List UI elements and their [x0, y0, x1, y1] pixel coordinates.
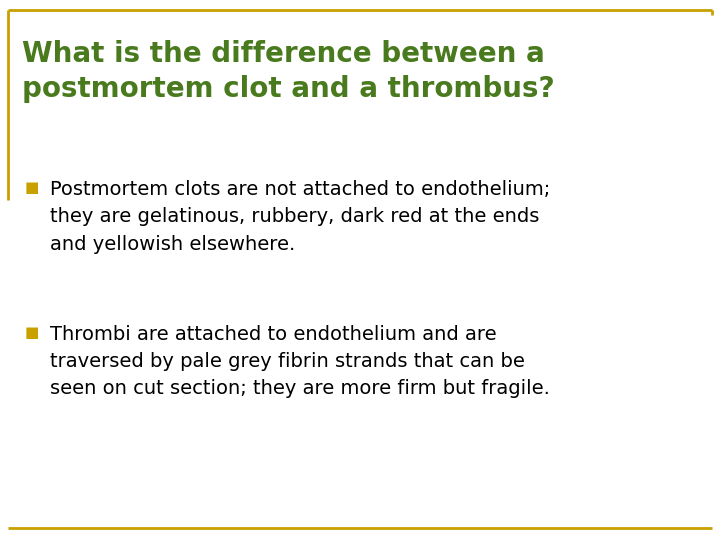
Text: ■: ■ — [25, 325, 40, 340]
Text: ■: ■ — [25, 180, 40, 195]
Text: Postmortem clots are not attached to endothelium;
they are gelatinous, rubbery, : Postmortem clots are not attached to end… — [50, 180, 550, 253]
Text: Thrombi are attached to endothelium and are
traversed by pale grey fibrin strand: Thrombi are attached to endothelium and … — [50, 325, 550, 399]
Text: What is the difference between a
postmortem clot and a thrombus?: What is the difference between a postmor… — [22, 40, 554, 103]
